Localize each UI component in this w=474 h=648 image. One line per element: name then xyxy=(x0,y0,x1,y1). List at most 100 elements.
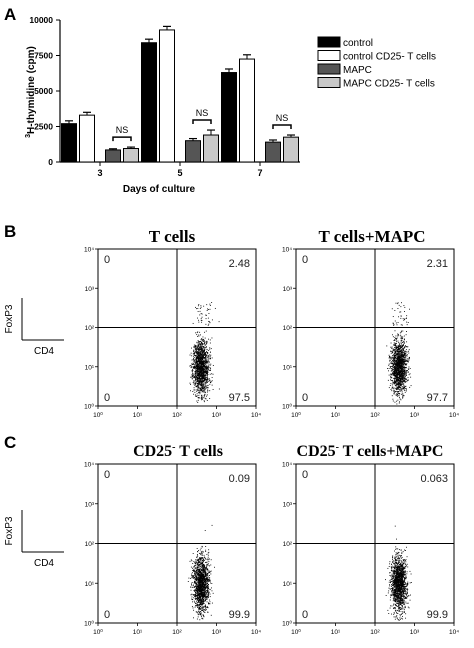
event-dot xyxy=(393,372,395,374)
event-dot xyxy=(201,592,203,594)
event-dot xyxy=(392,390,394,392)
event-dot xyxy=(208,361,210,363)
event-dot xyxy=(392,322,394,324)
event-dot xyxy=(202,575,204,577)
event-dot xyxy=(406,355,408,357)
event-dot xyxy=(198,374,200,376)
event-dot xyxy=(204,390,206,392)
event-dot xyxy=(400,315,402,317)
event-dot xyxy=(208,597,209,599)
event-dot xyxy=(197,594,199,596)
event-dot xyxy=(204,388,206,390)
event-dot xyxy=(392,362,394,364)
event-dot xyxy=(201,576,203,578)
event-dot xyxy=(204,341,206,343)
event-dot xyxy=(404,373,406,375)
event-dot xyxy=(199,351,200,353)
event-dot xyxy=(201,346,202,348)
event-dot xyxy=(206,576,208,578)
event-dot xyxy=(400,352,402,354)
event-dot xyxy=(401,337,403,339)
event-dot xyxy=(205,591,207,593)
event-dot xyxy=(204,349,205,351)
event-dot xyxy=(402,376,404,378)
event-dot xyxy=(395,365,397,367)
y-tick-label: 7500 xyxy=(34,51,53,61)
event-dot xyxy=(396,560,398,562)
event-dot xyxy=(398,360,399,362)
event-dot xyxy=(401,369,403,371)
event-dot xyxy=(209,305,211,306)
event-dot xyxy=(202,390,204,392)
event-dot xyxy=(198,612,200,614)
event-dot xyxy=(207,366,209,368)
event-dot xyxy=(192,364,194,365)
event-dot xyxy=(200,581,202,583)
event-dot xyxy=(398,610,400,612)
event-dot xyxy=(197,366,199,368)
event-dot xyxy=(196,572,198,574)
event-dot xyxy=(191,577,193,579)
event-dot xyxy=(396,367,398,368)
event-dot xyxy=(394,359,396,361)
event-dot xyxy=(405,374,407,376)
event-dot xyxy=(201,592,203,594)
event-dot xyxy=(208,571,210,573)
event-dot xyxy=(402,345,404,347)
event-dot xyxy=(394,352,396,354)
event-dot xyxy=(194,562,196,564)
event-dot xyxy=(403,383,405,385)
quadrant-lower-right-value: 99.9 xyxy=(229,609,250,621)
event-dot xyxy=(194,364,196,366)
event-dot xyxy=(198,573,200,575)
event-dot xyxy=(207,563,209,565)
event-dot xyxy=(198,571,200,573)
event-dot xyxy=(202,559,204,561)
event-dot xyxy=(200,563,202,565)
event-dot xyxy=(400,371,402,373)
event-dot xyxy=(200,361,202,363)
event-dot xyxy=(396,386,398,388)
event-dot xyxy=(402,350,404,352)
event-dot xyxy=(204,361,206,363)
event-dot xyxy=(204,605,206,607)
event-dot xyxy=(202,353,204,355)
event-dot xyxy=(203,361,205,363)
event-dot xyxy=(404,353,406,355)
event-dot xyxy=(207,585,209,586)
event-dot xyxy=(205,346,207,348)
event-dot xyxy=(197,363,199,365)
event-dot xyxy=(401,371,403,373)
event-dot xyxy=(193,561,195,562)
event-dot xyxy=(206,587,208,589)
event-dot xyxy=(404,370,406,372)
event-dot xyxy=(190,365,192,366)
event-dot xyxy=(193,568,195,570)
event-dot xyxy=(393,596,395,598)
event-dot xyxy=(200,357,202,359)
event-dot xyxy=(406,321,408,323)
event-dot xyxy=(209,342,211,344)
event-dot xyxy=(401,355,403,357)
event-dot xyxy=(193,584,194,586)
event-dot xyxy=(401,365,402,367)
event-dot xyxy=(395,382,397,384)
event-dot xyxy=(403,354,405,356)
event-dot xyxy=(205,607,207,609)
event-dot xyxy=(406,361,408,362)
event-dot xyxy=(195,382,197,384)
event-dot xyxy=(401,375,403,377)
event-dot xyxy=(195,306,196,308)
event-dot xyxy=(405,359,407,361)
x-tick-label: 10² xyxy=(370,412,380,419)
event-dot xyxy=(203,376,205,378)
event-dot xyxy=(200,565,202,567)
event-dot xyxy=(401,386,403,388)
panel-label-b: B xyxy=(4,222,16,241)
event-dot xyxy=(203,592,205,594)
event-dot xyxy=(201,355,203,357)
event-dot xyxy=(394,351,396,353)
event-dot xyxy=(401,369,403,371)
event-dot xyxy=(202,387,204,388)
event-dot xyxy=(198,582,200,584)
